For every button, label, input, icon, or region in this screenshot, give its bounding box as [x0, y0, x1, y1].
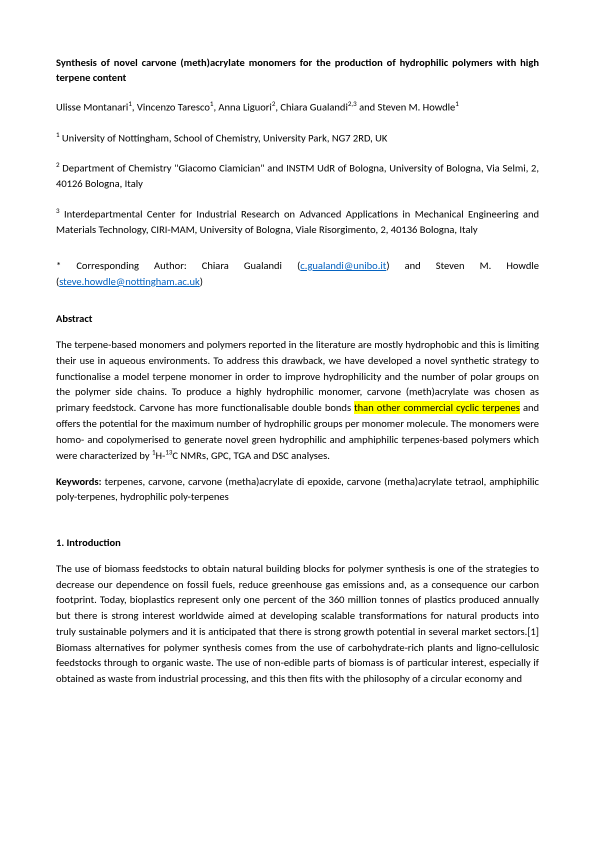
affiliation-2: 2 Department of Chemistry "Giacomo Ciami…	[56, 160, 539, 192]
highlighted-text: than other commercial cyclic terpenes	[354, 401, 520, 414]
abstract-heading: Abstract	[56, 311, 539, 327]
email-link-2[interactable]: steve.howdle@nottingham.ac.uk	[59, 275, 200, 288]
corresponding-prefix: * Corresponding Author: Chiara Gualandi …	[56, 259, 300, 272]
paper-title: Synthesis of novel carvone (meth)acrylat…	[56, 56, 539, 85]
affiliation-3: 3 Interdepartmental Center for Industria…	[56, 206, 539, 238]
introduction-heading: 1. Introduction	[56, 535, 539, 551]
corresponding-author: * Corresponding Author: Chiara Gualandi …	[56, 258, 539, 290]
introduction-body: The use of biomass feedstocks to obtain …	[56, 561, 539, 687]
keywords-line: Keywords: terpenes, carvone, carvone (me…	[56, 474, 539, 506]
authors-line: Ulisse Montanari1, Vincenzo Taresco1, An…	[56, 99, 539, 115]
affiliation-1: 1 University of Nottingham, School of Ch…	[56, 130, 539, 146]
email-link-1[interactable]: c.gualandi@unibo.it	[300, 259, 386, 272]
abstract-body: The terpene-based monomers and polymers …	[56, 337, 539, 464]
corresponding-suffix: )	[200, 275, 203, 288]
